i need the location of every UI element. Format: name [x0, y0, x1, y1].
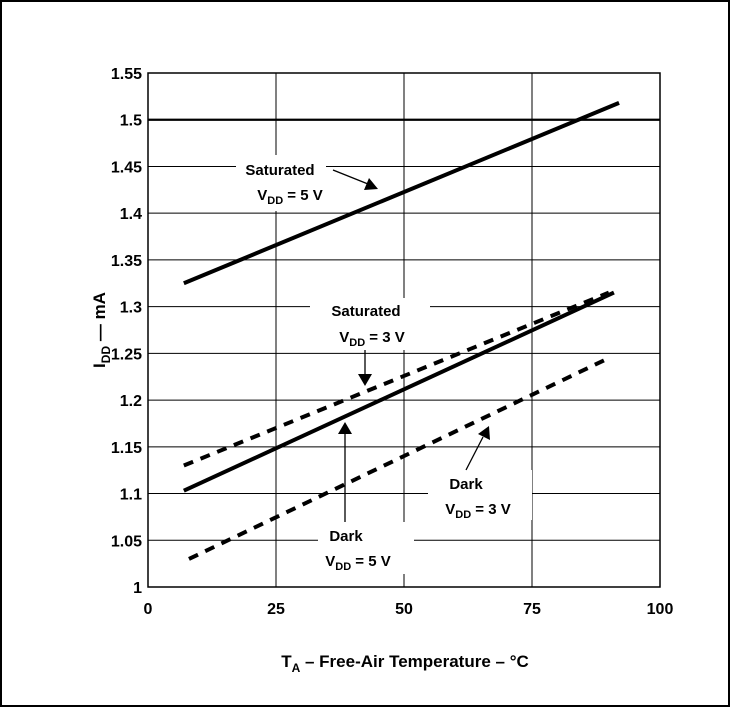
svg-text:VDD = 5 V: VDD = 5 V	[257, 187, 323, 207]
series-line-dark-vdd-3-v	[188, 356, 610, 561]
arrow-dark-3v	[465, 426, 490, 471]
y-tick-label: 1.1	[120, 487, 142, 504]
series-line-saturated-vdd-3-v	[183, 290, 610, 468]
annotation-dark-3v: Dark VDD = 3 V	[428, 470, 532, 521]
y-tick-label: 1.25	[111, 346, 142, 363]
x-tick-label: 75	[523, 601, 541, 618]
x-tick-label: 50	[395, 601, 413, 618]
y-tick-label: 1.4	[120, 206, 142, 223]
svg-text:Saturated: Saturated	[245, 162, 314, 179]
y-tick-label: 1.45	[111, 159, 142, 176]
y-tick-label: 1.05	[111, 533, 142, 550]
series-line-saturated-vdd-5-v	[183, 101, 620, 286]
annotation-saturated-3v: Saturated VDD = 3 V	[310, 298, 430, 350]
plot-area	[147, 72, 661, 588]
annotation-arrows	[332, 169, 490, 522]
svg-text:VDD = 3 V: VDD = 3 V	[445, 501, 511, 521]
svg-text:Dark: Dark	[449, 476, 483, 493]
y-tick-label: 1.35	[111, 253, 142, 270]
svg-text:Saturated: Saturated	[331, 303, 400, 320]
x-axis-label: TA – Free-Air Temperature – °C	[281, 652, 529, 675]
series-line-dark-vdd-5-v	[183, 290, 615, 493]
x-tick-label: 0	[144, 601, 153, 618]
arrow-dark-5v	[338, 422, 352, 522]
y-tick-label: 1.55	[111, 66, 142, 83]
x-tick-label: 25	[267, 601, 285, 618]
y-tick-label: 1	[133, 580, 142, 597]
svg-text:VDD = 5 V: VDD = 5 V	[325, 553, 391, 573]
svg-text:VDD = 3 V: VDD = 3 V	[339, 329, 405, 349]
arrow-saturated-3v	[358, 350, 372, 386]
annotation-saturated-5v: Saturated VDD = 5 V	[236, 155, 326, 211]
series-lines	[183, 101, 620, 561]
y-tick-label: 1.5	[120, 113, 142, 130]
y-tick-label: 1.2	[120, 393, 142, 410]
y-axis-label: IDD — mA	[90, 292, 113, 368]
svg-text:Dark: Dark	[329, 528, 363, 545]
annotation-dark-5v: Dark VDD = 5 V	[318, 522, 414, 574]
y-tick-label: 1.3	[120, 300, 142, 317]
arrow-saturated-5v	[332, 169, 378, 190]
y-tick-label: 1.15	[111, 440, 142, 457]
x-tick-label: 100	[647, 601, 674, 618]
tick-labels: 1 1.05 1.1 1.15 1.2 1.25 1.3 1.35 1.4 1.45 1.5 1.55…	[111, 66, 674, 618]
